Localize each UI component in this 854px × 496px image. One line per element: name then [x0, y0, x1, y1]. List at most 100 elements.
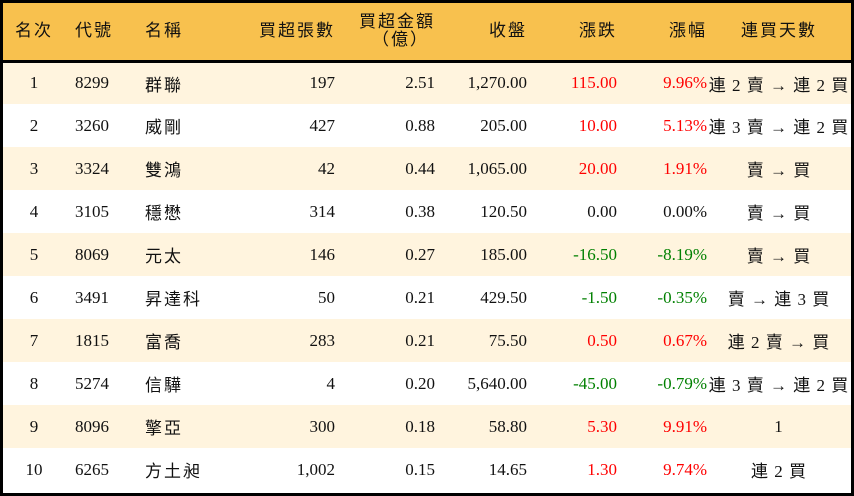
- cell-net-buy-lots: 300: [309, 416, 336, 436]
- cell-consecutive-days: 連 2 賣 → 買: [727, 333, 831, 352]
- cell-code: 8069: [75, 244, 109, 264]
- cell-rank: 7: [29, 330, 39, 350]
- cell-change-pct: 5.13%: [663, 115, 707, 135]
- net-buy-ranking-table: 名次 代號 名稱 買超張數 買超金額 （億） 收盤 漲跌 漲幅 連買天數 1 8…: [3, 3, 851, 491]
- cell-name: 群聯: [145, 75, 183, 95]
- cell-consecutive-days: 連 3 賣 → 連 2 買: [708, 118, 850, 137]
- cell-net-buy-lots: 1,002: [296, 459, 335, 479]
- cell-close: 429.50: [480, 287, 527, 307]
- cell-change: 10.00: [578, 115, 617, 135]
- cell-net-buy-amount: 0.88: [405, 115, 435, 135]
- cell-change-pct: 0.67%: [663, 330, 707, 350]
- cell-net-buy-lots: 283: [309, 330, 336, 350]
- header-consecutive-days: 連買天數: [707, 3, 851, 63]
- cell-net-buy-lots: 197: [309, 73, 336, 93]
- cell-name: 擎亞: [145, 419, 183, 438]
- cell-rank: 8: [29, 373, 39, 393]
- cell-name: 信驊: [145, 376, 183, 395]
- cell-change-pct: -0.35%: [657, 287, 707, 307]
- cell-code: 8299: [75, 73, 109, 93]
- header-change: 漲跌: [527, 3, 617, 63]
- cell-change: -45.00: [573, 373, 617, 393]
- cell-close: 1,270.00: [467, 73, 528, 93]
- cell-code: 5274: [75, 373, 109, 393]
- cell-change-pct: 9.96%: [663, 73, 707, 93]
- table-row: 2 3260 威剛 427 0.88 205.00 10.00 5.13% 連 …: [3, 104, 851, 147]
- cell-name: 威剛: [145, 118, 183, 137]
- table-row: 3 3324 雙鴻 42 0.44 1,065.00 20.00 1.91% 賣…: [3, 147, 851, 190]
- table-row: 4 3105 穩懋 314 0.38 120.50 0.00 0.00% 賣 →…: [3, 190, 851, 233]
- cell-change: 115.00: [570, 73, 617, 93]
- cell-name: 方土昶: [145, 462, 202, 481]
- table-row: 8 5274 信驊 4 0.20 5,640.00 -45.00 -0.79% …: [3, 362, 851, 405]
- header-rank: 名次: [3, 3, 65, 63]
- cell-change-pct: 0.00%: [663, 201, 707, 221]
- cell-name: 雙鴻: [145, 161, 183, 180]
- cell-consecutive-days: 連 2 買: [751, 462, 807, 481]
- cell-code: 6265: [75, 459, 109, 479]
- table-row: 10 6265 方土昶 1,002 0.15 14.65 1.30 9.74% …: [3, 448, 851, 491]
- cell-close: 185.00: [480, 244, 527, 264]
- cell-code: 8096: [75, 416, 109, 436]
- cell-rank: 6: [29, 287, 39, 307]
- cell-rank: 4: [29, 201, 39, 221]
- cell-net-buy-amount: 0.38: [405, 201, 435, 221]
- cell-consecutive-days: 賣 → 買: [746, 161, 812, 180]
- cell-consecutive-days: 連 3 賣 → 連 2 買: [708, 376, 850, 395]
- cell-net-buy-lots: 4: [326, 373, 336, 393]
- cell-rank: 1: [29, 73, 39, 93]
- header-row: 名次 代號 名稱 買超張數 買超金額 （億） 收盤 漲跌 漲幅 連買天數: [3, 3, 851, 63]
- cell-net-buy-lots: 427: [309, 115, 336, 135]
- cell-rank: 10: [25, 459, 43, 479]
- header-net-buy-amount-line1: 買超金額: [359, 12, 435, 32]
- cell-close: 120.50: [480, 201, 527, 221]
- cell-change: 20.00: [578, 158, 617, 178]
- cell-rank: 9: [29, 416, 39, 436]
- cell-change-pct: -0.79%: [657, 373, 707, 393]
- cell-change-pct: -8.19%: [657, 244, 707, 264]
- cell-rank: 3: [29, 158, 39, 178]
- cell-net-buy-amount: 0.18: [405, 416, 435, 436]
- cell-change-pct: 9.74%: [663, 459, 707, 479]
- header-change-pct: 漲幅: [617, 3, 707, 63]
- header-name: 名稱: [133, 3, 225, 63]
- cell-code: 3491: [75, 287, 109, 307]
- cell-close: 58.80: [488, 416, 527, 436]
- cell-net-buy-amount: 0.20: [405, 373, 435, 393]
- cell-change: 5.30: [587, 416, 617, 436]
- cell-change: 1.30: [587, 459, 617, 479]
- cell-name: 穩懋: [145, 204, 183, 223]
- header-code: 代號: [65, 3, 133, 63]
- cell-code: 3324: [75, 158, 109, 178]
- cell-code: 3105: [75, 201, 109, 221]
- cell-close: 205.00: [480, 115, 527, 135]
- cell-net-buy-lots: 50: [318, 287, 335, 307]
- cell-net-buy-lots: 146: [309, 244, 336, 264]
- table-header: 名次 代號 名稱 買超張數 買超金額 （億） 收盤 漲跌 漲幅 連買天數: [3, 3, 851, 63]
- cell-net-buy-amount: 0.44: [405, 158, 435, 178]
- cell-change: 0.00: [587, 201, 617, 221]
- cell-rank: 2: [29, 115, 39, 135]
- table-body: 1 8299 群聯 197 2.51 1,270.00 115.00 9.96%…: [3, 61, 851, 491]
- header-net-buy-amount: 買超金額 （億）: [335, 3, 435, 63]
- cell-close: 14.65: [488, 459, 527, 479]
- cell-change: -16.50: [573, 244, 617, 264]
- cell-consecutive-days: 賣 → 買: [746, 204, 812, 223]
- cell-net-buy-lots: 314: [309, 201, 336, 221]
- cell-consecutive-days: 賣 → 買: [746, 247, 812, 266]
- cell-net-buy-amount: 0.27: [405, 244, 435, 264]
- table-row: 5 8069 元太 146 0.27 185.00 -16.50 -8.19% …: [3, 233, 851, 276]
- table-row: 1 8299 群聯 197 2.51 1,270.00 115.00 9.96%…: [3, 61, 851, 104]
- header-close: 收盤: [435, 3, 527, 63]
- cell-net-buy-amount: 0.21: [405, 287, 435, 307]
- cell-change: -1.50: [581, 287, 617, 307]
- table-row: 7 1815 富喬 283 0.21 75.50 0.50 0.67% 連 2 …: [3, 319, 851, 362]
- cell-name: 富喬: [145, 333, 183, 352]
- table-row: 6 3491 昇達科 50 0.21 429.50 -1.50 -0.35% 賣…: [3, 276, 851, 319]
- cell-rank: 5: [29, 244, 39, 264]
- cell-change-pct: 9.91%: [663, 416, 707, 436]
- cell-code: 3260: [75, 115, 109, 135]
- cell-consecutive-days: 連 2 賣 → 連 2 買: [708, 75, 850, 95]
- cell-net-buy-lots: 42: [318, 158, 335, 178]
